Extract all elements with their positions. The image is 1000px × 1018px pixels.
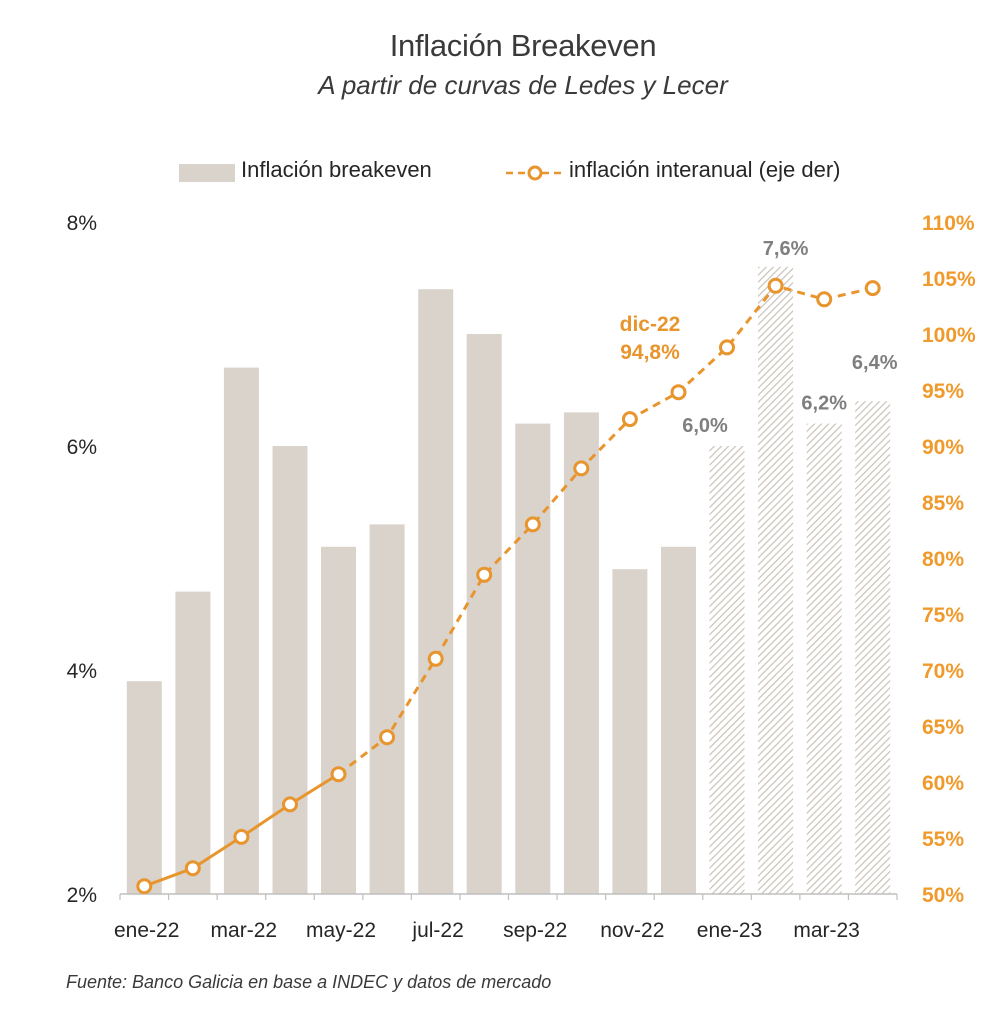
y-left-tick-label: 6% (67, 436, 97, 459)
line-point-nov-22 (621, 411, 638, 428)
bar-feb-23 (758, 266, 794, 894)
data-label: 7,6% (763, 238, 809, 260)
y-right-tick-label: 105% (922, 268, 976, 291)
y-left-tick-label: 2% (67, 884, 97, 907)
x-tick-label: ene-22 (114, 919, 179, 942)
source-note: Fuente: Banco Galicia en base a INDEC y … (66, 972, 552, 992)
data-label: 6,4% (852, 352, 898, 374)
bar-abr-23 (855, 401, 891, 894)
x-tick-label: jul-22 (411, 919, 463, 942)
y-right-tick-label: 75% (922, 604, 964, 627)
line-point-ene-22 (136, 878, 153, 895)
line-point-jul-22 (427, 650, 444, 667)
x-tick-label: sep-22 (503, 919, 567, 942)
legend-bar-label: Inflación breakeven (241, 157, 432, 182)
chart-title: Inflación Breakeven (389, 28, 657, 63)
x-tick-label: nov-22 (600, 919, 664, 942)
line-point-feb-23 (767, 277, 784, 294)
bar-feb-22 (175, 591, 211, 894)
chart-subtitle: A partir de curvas de Ledes y Lecer (318, 70, 728, 100)
y-right-tick-label: 70% (922, 660, 964, 683)
y-right-tick-label: 55% (922, 828, 964, 851)
bar-mar-22 (223, 367, 259, 895)
bar-dic-22 (661, 546, 696, 894)
line-point-may-22 (330, 766, 347, 783)
line-point-sep-22 (524, 516, 541, 533)
x-tick-label: mar-22 (211, 919, 278, 942)
x-tick-label: ene-23 (697, 919, 762, 942)
line-point-dic-22 (670, 384, 687, 401)
annotation-line1: dic-22 (620, 313, 681, 336)
y-left-tick-label: 8% (67, 212, 97, 235)
y-right-tick-label: 100% (922, 324, 976, 347)
line-point-abr-23 (864, 280, 881, 297)
line-point-abr-22 (282, 796, 298, 813)
line-point-ene-23 (719, 339, 735, 356)
y-left-tick-label: 4% (67, 660, 97, 683)
x-tick-label: may-22 (306, 919, 376, 942)
bar-oct-22 (563, 412, 599, 894)
legend-line-label: inflación interanual (eje der) (569, 157, 841, 182)
bar-ene-22 (126, 681, 162, 894)
bar-nov-22 (612, 569, 648, 894)
line-point-jun-22 (379, 729, 396, 746)
legend-line-swatch (506, 165, 564, 181)
legend: Inflación breakeven inflación interanual… (0, 156, 1000, 190)
y-right-tick-label: 85% (922, 492, 964, 515)
data-label: 6,2% (801, 393, 847, 415)
data-label: 6,0% (682, 415, 728, 437)
bar-jun-22 (369, 524, 405, 894)
y-right-tick-label: 50% (922, 884, 964, 907)
bar-may-22 (321, 546, 356, 894)
bar-mar-23 (806, 423, 842, 894)
line-point-mar-23 (816, 291, 833, 308)
bar-ene-23 (709, 446, 745, 894)
line-point-feb-22 (184, 860, 201, 877)
y-right-tick-label: 60% (922, 772, 964, 795)
bar-sep-22 (515, 423, 551, 894)
y-right-tick-label: 110% (922, 212, 975, 235)
bar-abr-22 (272, 446, 308, 894)
line-point-ago-22 (476, 566, 493, 583)
line-point-mar-22 (233, 828, 250, 845)
y-right-tick-label: 65% (922, 716, 964, 739)
bar-jul-22 (418, 289, 454, 894)
annotation-line2: 94,8% (620, 341, 680, 364)
y-right-tick-label: 80% (922, 548, 964, 571)
bar-ago-22 (466, 334, 502, 894)
line-point-oct-22 (573, 460, 590, 477)
legend-bar-swatch (179, 164, 235, 182)
y-right-tick-label: 95% (922, 380, 964, 403)
x-tick-label: mar-23 (793, 919, 860, 942)
y-right-tick-label: 90% (922, 436, 964, 459)
